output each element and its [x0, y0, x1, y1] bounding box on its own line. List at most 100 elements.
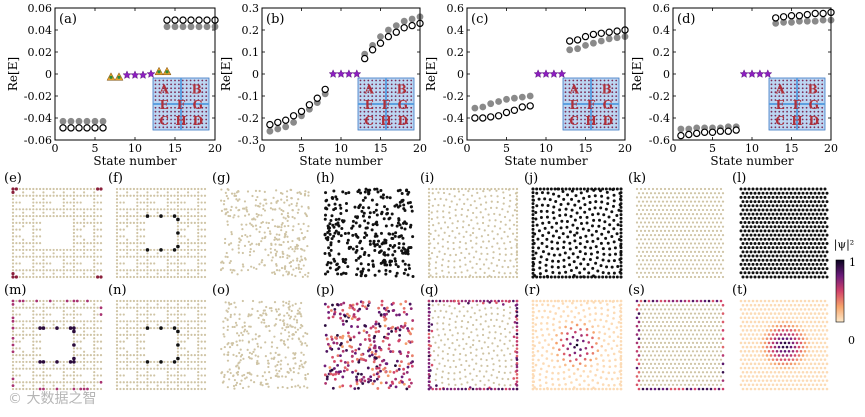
lattice-site	[675, 204, 679, 207]
lattice-site	[330, 214, 334, 218]
data-point	[693, 129, 701, 138]
inset-site	[201, 87, 204, 90]
lattice-site	[146, 370, 149, 374]
lattice-site	[673, 208, 677, 212]
inset-site	[181, 126, 184, 129]
lattice-site	[25, 367, 28, 370]
lattice-site	[601, 275, 605, 279]
lattice-site	[18, 360, 21, 364]
lattice-site	[66, 255, 69, 258]
lattice-site	[819, 237, 823, 241]
lattice-site	[612, 187, 616, 191]
lattice-site	[119, 374, 122, 377]
lattice-site	[813, 200, 817, 204]
lattice-site	[591, 213, 595, 217]
lattice-site	[671, 187, 675, 191]
lattice-site	[306, 244, 309, 248]
lattice-site	[163, 381, 166, 384]
inset-site	[371, 122, 374, 125]
lattice-site	[612, 259, 616, 263]
lattice-site	[557, 194, 561, 198]
lattice-site	[243, 200, 247, 203]
lattice-site	[55, 187, 59, 191]
inset-site	[770, 91, 773, 94]
lattice-site	[146, 374, 149, 377]
inset-site	[383, 83, 385, 86]
inset-site	[371, 95, 374, 97]
lattice-site	[685, 250, 689, 253]
lattice-site	[673, 275, 677, 279]
lattice-site	[639, 196, 643, 199]
lattice-site	[427, 264, 431, 268]
lattice-site	[599, 206, 603, 210]
lattice-site	[231, 248, 234, 251]
lattice-site	[15, 201, 18, 204]
inset-site	[359, 83, 362, 86]
lattice-site	[25, 187, 28, 191]
lattice-site	[751, 204, 755, 208]
lattice-site	[250, 265, 253, 268]
lattice-site	[69, 275, 72, 279]
lattice-site	[811, 187, 815, 191]
lattice-site	[226, 197, 230, 200]
lattice-site	[42, 211, 45, 214]
lattice-site	[82, 320, 86, 323]
lattice-site	[96, 208, 99, 211]
lattice-site	[443, 221, 447, 224]
lattice-site	[49, 275, 52, 279]
lattice-site	[146, 275, 149, 279]
lattice-site	[32, 326, 35, 330]
lattice-site	[593, 275, 597, 279]
lattice-site	[35, 374, 38, 377]
lattice-site	[462, 235, 465, 238]
lattice-site	[197, 238, 200, 241]
lattice-site	[45, 360, 48, 364]
lattice-site	[713, 275, 717, 279]
inset-site	[170, 126, 173, 129]
lattice-site	[122, 214, 125, 218]
lattice-site	[99, 299, 103, 303]
lattice-site	[799, 204, 803, 208]
lattice-site	[82, 191, 86, 194]
lattice-site	[163, 208, 166, 211]
lattice-site	[464, 275, 467, 279]
lattice-site	[767, 195, 771, 199]
lattice-site	[82, 354, 86, 357]
lattice-site	[79, 306, 82, 309]
lattice-site	[72, 218, 76, 221]
lattice-site	[607, 259, 611, 263]
inset-site	[394, 95, 397, 97]
data-point	[803, 10, 812, 19]
inset-site	[197, 99, 200, 101]
lattice-site	[498, 271, 501, 274]
lattice-site	[681, 192, 685, 195]
lattice-site	[795, 195, 799, 199]
lattice-site	[719, 254, 723, 258]
lattice-site	[66, 194, 69, 197]
inset-site	[398, 126, 401, 129]
lattice-site	[76, 214, 79, 218]
lattice-site	[637, 192, 641, 195]
lattice-site	[176, 316, 180, 320]
inset-site	[154, 122, 157, 125]
inset-site	[185, 91, 188, 94]
lattice-site	[795, 221, 799, 225]
lattice-site	[146, 201, 149, 204]
data-point-inner	[165, 70, 169, 74]
lattice-site	[180, 326, 183, 330]
lattice-site	[271, 218, 274, 221]
lattice-site	[619, 213, 623, 217]
lattice-site	[42, 198, 45, 201]
inset-site	[603, 79, 606, 82]
lattice-site	[801, 200, 805, 204]
inset-site	[568, 110, 571, 113]
lattice-site	[11, 262, 15, 265]
lattice-site	[502, 202, 505, 205]
lattice-site	[72, 225, 76, 228]
y-tick-label: -0.2	[443, 90, 464, 103]
lattice-site	[619, 216, 623, 220]
lattice-site	[41, 326, 46, 330]
lattice-site	[547, 252, 551, 256]
lattice-site	[663, 204, 667, 207]
inset-site	[576, 87, 579, 90]
